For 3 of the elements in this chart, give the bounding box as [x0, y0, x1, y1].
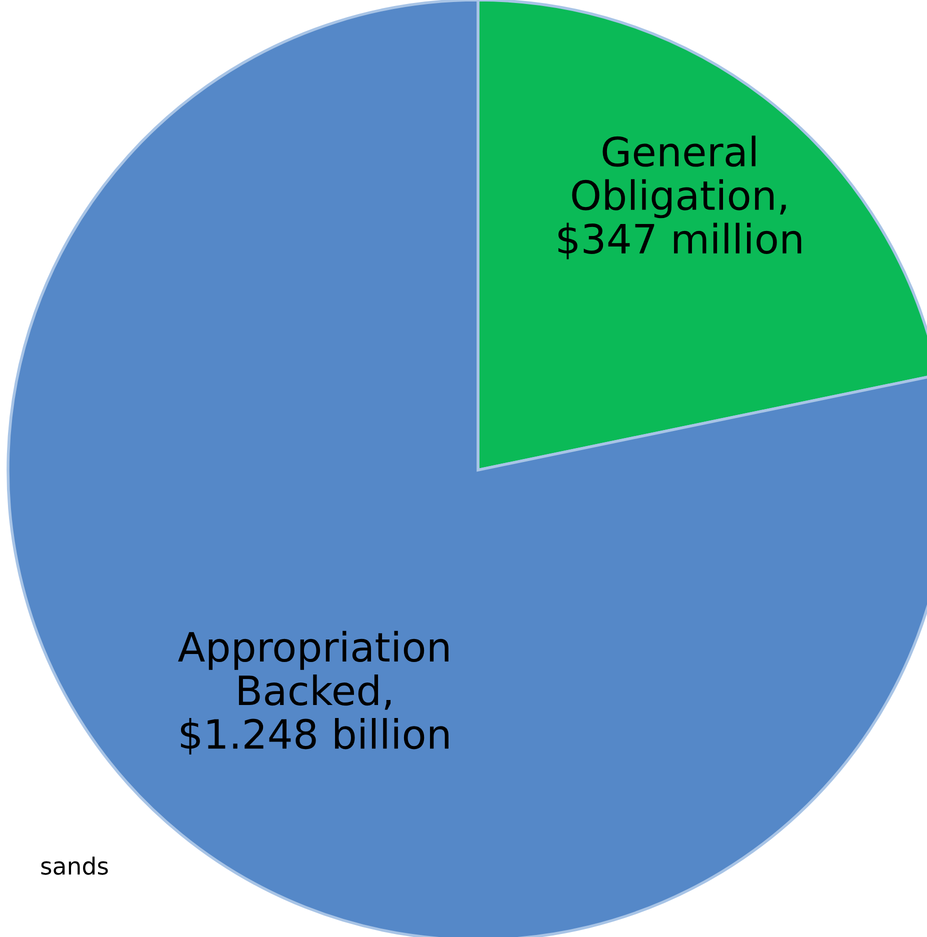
text: sands	[41, 856, 108, 875]
slice-label: Appropriation Backed, $1.248 billion	[178, 630, 448, 755]
slice-label: General Obligation, $347 million	[558, 136, 802, 260]
